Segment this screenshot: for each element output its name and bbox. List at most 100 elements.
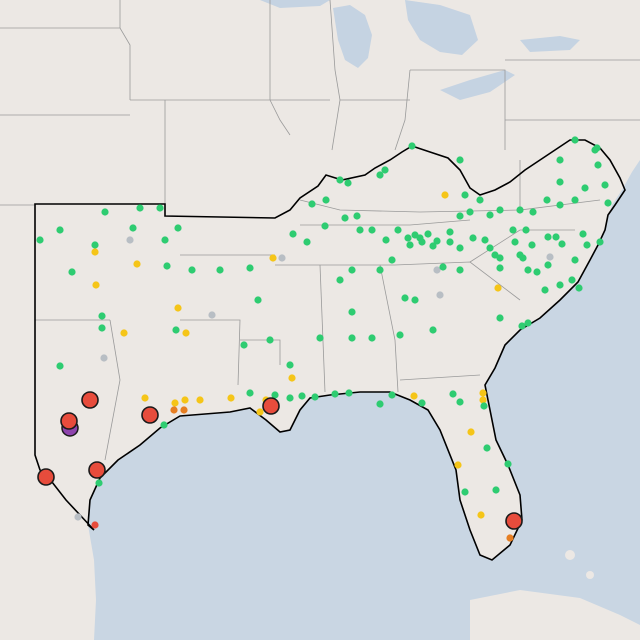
map-marker-small-green[interactable] xyxy=(496,206,504,214)
map-marker-small-green[interactable] xyxy=(528,241,536,249)
map-marker-small-green[interactable] xyxy=(594,161,602,169)
map-marker-small-green[interactable] xyxy=(524,266,532,274)
map-marker-small-green[interactable] xyxy=(491,251,499,259)
map-marker-small-yellow[interactable] xyxy=(441,191,449,199)
map-marker-small-green[interactable] xyxy=(188,266,196,274)
map-marker-small-green[interactable] xyxy=(558,240,566,248)
map-marker-small-yellow[interactable] xyxy=(269,254,277,262)
map-marker-small-green[interactable] xyxy=(101,208,109,216)
map-marker-small-green[interactable] xyxy=(344,179,352,187)
map-marker-small-yellow[interactable] xyxy=(479,396,487,404)
map-marker-small-green[interactable] xyxy=(486,244,494,252)
map-marker-small-green[interactable] xyxy=(496,264,504,272)
map-marker-small-green[interactable] xyxy=(68,268,76,276)
map-marker-small-green[interactable] xyxy=(556,201,564,209)
map-marker-small-orange[interactable] xyxy=(180,406,188,414)
map-marker-small-green[interactable] xyxy=(449,390,457,398)
map-marker-small-yellow[interactable] xyxy=(182,329,190,337)
map-marker-small-green[interactable] xyxy=(516,206,524,214)
map-marker-small-green[interactable] xyxy=(529,208,537,216)
map-marker-small-green[interactable] xyxy=(456,212,464,220)
map-marker-small-green[interactable] xyxy=(533,268,541,276)
map-marker-small-green[interactable] xyxy=(439,263,447,271)
map-marker-small-green[interactable] xyxy=(382,236,390,244)
map-marker-small-green[interactable] xyxy=(136,204,144,212)
map-marker-small-green[interactable] xyxy=(552,233,560,241)
map-marker-small-green[interactable] xyxy=(353,212,361,220)
map-marker-small-yellow[interactable] xyxy=(133,260,141,268)
map-marker-large-south-texas-2[interactable] xyxy=(60,412,78,430)
map-marker-small-green[interactable] xyxy=(461,488,469,496)
map-marker-small-green[interactable] xyxy=(216,266,224,274)
map-marker-large-miami[interactable] xyxy=(505,512,523,530)
map-marker-small-green[interactable] xyxy=(601,181,609,189)
map-marker-small-green[interactable] xyxy=(456,244,464,252)
map-marker-small-green[interactable] xyxy=(286,394,294,402)
map-marker-small-green[interactable] xyxy=(322,196,330,204)
map-marker-small-green[interactable] xyxy=(480,402,488,410)
map-marker-small-yellow[interactable] xyxy=(479,389,487,397)
map-marker-small-green[interactable] xyxy=(394,226,402,234)
map-marker-small-green[interactable] xyxy=(129,224,137,232)
map-marker-small-green[interactable] xyxy=(481,236,489,244)
map-marker-small-green[interactable] xyxy=(174,224,182,232)
map-marker-small-green[interactable] xyxy=(160,421,168,429)
map-marker-small-green[interactable] xyxy=(376,400,384,408)
map-marker-small-green[interactable] xyxy=(408,142,416,150)
map-marker-small-yellow[interactable] xyxy=(92,281,100,289)
map-marker-small-green[interactable] xyxy=(504,460,512,468)
map-marker-small-green[interactable] xyxy=(172,326,180,334)
map-marker-small-gray[interactable] xyxy=(126,236,134,244)
map-marker-small-gray[interactable] xyxy=(546,253,554,261)
map-marker-large-new-orleans[interactable] xyxy=(262,397,280,415)
map-marker-small-yellow[interactable] xyxy=(171,399,179,407)
map-marker-small-green[interactable] xyxy=(411,296,419,304)
map-marker-large-houston[interactable] xyxy=(141,406,159,424)
map-marker-small-green[interactable] xyxy=(456,398,464,406)
map-marker-small-green[interactable] xyxy=(341,214,349,222)
map-marker-small-green[interactable] xyxy=(161,236,169,244)
map-marker-small-yellow[interactable] xyxy=(410,392,418,400)
map-marker-small-yellow[interactable] xyxy=(477,511,485,519)
map-marker-small-yellow[interactable] xyxy=(256,408,264,416)
map-marker-small-orange[interactable] xyxy=(506,534,514,542)
map-marker-small-yellow[interactable] xyxy=(174,304,182,312)
map-marker-small-green[interactable] xyxy=(271,391,279,399)
map-marker-small-green[interactable] xyxy=(496,314,504,322)
map-marker-small-green[interactable] xyxy=(404,234,412,242)
map-marker-small-green[interactable] xyxy=(321,222,329,230)
map-marker-small-green[interactable] xyxy=(348,334,356,342)
map-marker-small-yellow[interactable] xyxy=(91,248,99,256)
map-marker-large-south-texas-1[interactable] xyxy=(81,391,99,409)
map-marker-small-green[interactable] xyxy=(579,230,587,238)
map-marker-small-green[interactable] xyxy=(596,238,604,246)
map-marker-small-green[interactable] xyxy=(418,238,426,246)
map-marker-small-yellow[interactable] xyxy=(196,396,204,404)
map-marker-large-south-texas-4[interactable] xyxy=(37,468,55,486)
map-marker-small-green[interactable] xyxy=(456,156,464,164)
map-marker-small-green[interactable] xyxy=(331,390,339,398)
map-marker-small-gray[interactable] xyxy=(436,291,444,299)
map-marker-small-green[interactable] xyxy=(246,389,254,397)
map-marker-small-green[interactable] xyxy=(303,238,311,246)
map-marker-small-green[interactable] xyxy=(56,362,64,370)
map-marker-small-gray[interactable] xyxy=(208,311,216,319)
map-marker-small-green[interactable] xyxy=(556,156,564,164)
map-marker-small-green[interactable] xyxy=(571,196,579,204)
map-marker-small-green[interactable] xyxy=(483,444,491,452)
map-marker-small-green[interactable] xyxy=(593,144,601,152)
map-marker-small-green[interactable] xyxy=(308,200,316,208)
map-marker-small-green[interactable] xyxy=(376,171,384,179)
map-marker-small-green[interactable] xyxy=(240,341,248,349)
map-marker-small-green[interactable] xyxy=(345,389,353,397)
map-marker-small-gray[interactable] xyxy=(74,513,82,521)
map-marker-small-green[interactable] xyxy=(356,226,364,234)
map-marker-small-yellow[interactable] xyxy=(141,394,149,402)
map-marker-small-green[interactable] xyxy=(286,361,294,369)
map-marker-small-green[interactable] xyxy=(556,281,564,289)
map-marker-small-green[interactable] xyxy=(516,251,524,259)
map-marker-small-green[interactable] xyxy=(492,486,500,494)
map-marker-small-green[interactable] xyxy=(466,208,474,216)
map-marker-small-green[interactable] xyxy=(254,296,262,304)
